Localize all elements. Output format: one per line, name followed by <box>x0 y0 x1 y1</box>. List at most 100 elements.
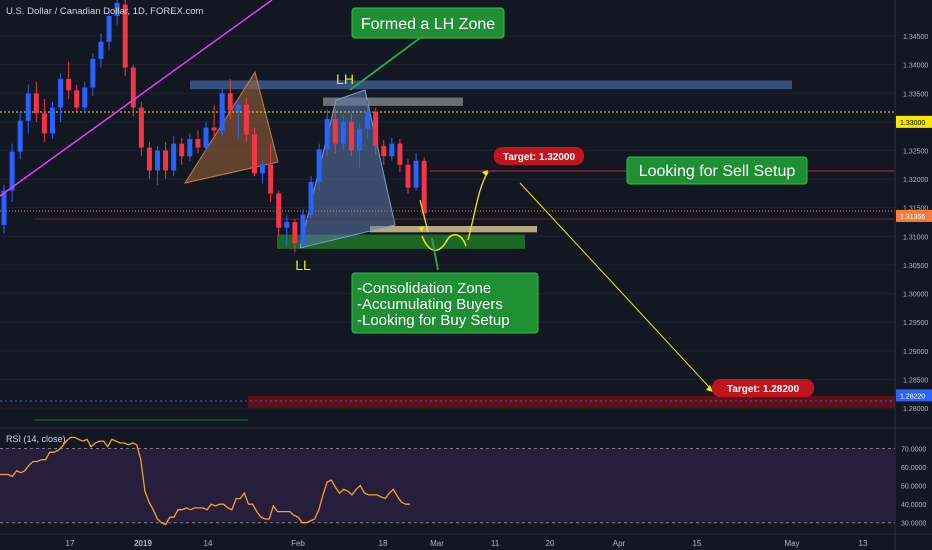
projection-arrowhead-up <box>482 170 488 176</box>
candle-body <box>316 149 322 182</box>
callout-line-consolidation <box>431 237 439 271</box>
rsi-title: RSI (14, close) <box>6 434 66 444</box>
candle-body <box>219 93 225 131</box>
blue-dotted-level-text: 1.28220 <box>900 393 925 400</box>
formed-lh-box <box>351 7 505 39</box>
target-lower-badge <box>712 379 814 397</box>
candle-body <box>171 143 177 171</box>
candle-body <box>195 139 201 148</box>
price-tick-label: 1.32000 <box>903 177 928 184</box>
time-tick-label: Apr <box>613 539 626 548</box>
candle-body <box>357 128 363 151</box>
time-tick-label: May <box>784 539 799 548</box>
time-tick-label: 13 <box>859 539 868 548</box>
rsi-line <box>0 436 410 526</box>
candle-body <box>227 93 233 111</box>
candle-body <box>187 139 193 157</box>
price-tick-label: 1.30500 <box>903 263 928 270</box>
projection-arrow-down <box>419 199 429 233</box>
lower-red-zone <box>248 395 895 408</box>
projection-arrowhead <box>418 226 424 232</box>
candle-body <box>163 150 169 171</box>
candle-body <box>381 145 387 157</box>
candle-body <box>203 127 209 148</box>
rsi-tick-label: 50.0000 <box>901 484 926 491</box>
symbol-title: U.S. Dollar / Canadian Dollar, 1D, FOREX… <box>6 6 204 17</box>
trendline <box>0 0 273 197</box>
candlesticks <box>1 0 427 253</box>
candle-body <box>268 164 274 194</box>
candle-body <box>332 119 338 144</box>
candle-body <box>348 121 354 151</box>
candle-body <box>300 214 306 244</box>
price-tick-label: 1.32500 <box>903 148 928 155</box>
candle-body <box>130 67 136 108</box>
projection-drawings <box>349 37 713 392</box>
yellow-dotted-level-text: 1.33000 <box>900 120 925 127</box>
candle-body <box>413 160 419 188</box>
price-tick-label: 1.28500 <box>903 377 928 384</box>
candle-body <box>90 58 96 88</box>
candle-body <box>49 107 55 134</box>
blue-dotted-level-badge <box>896 389 932 402</box>
yellow-dotted-level-badge <box>896 115 932 128</box>
candle-body <box>146 147 152 171</box>
projection-line-down <box>519 182 711 389</box>
rsi-tick-label: 40.0000 <box>901 502 926 509</box>
time-tick-label: 15 <box>693 539 702 548</box>
sell-setup-box <box>626 156 808 185</box>
time-tick-label: Mar <box>430 539 444 548</box>
time-axis-ticks: 17 2019 14 Feb 18 Mar 11 20 Apr 15 May 13 <box>66 539 868 548</box>
sell-setup-text: Looking for Sell Setup <box>639 163 796 180</box>
candle-body <box>284 222 290 228</box>
candle-body <box>397 143 403 165</box>
candle-body <box>25 93 31 121</box>
price-tick-label: 1.34000 <box>903 63 928 70</box>
time-tick-label: 14 <box>204 539 213 548</box>
time-tick-label: 20 <box>546 539 555 548</box>
candle-body <box>1 190 7 225</box>
lh-zone <box>323 97 463 106</box>
price-tick-label: 1.29500 <box>903 320 928 327</box>
candle-body <box>276 193 282 228</box>
candle-body <box>41 113 47 134</box>
consolidation-line-2: -Accumulating Buyers <box>357 296 503 313</box>
price-tick-label: 1.34500 <box>903 34 928 41</box>
candle-body <box>373 111 379 146</box>
target-upper-badge <box>494 147 584 165</box>
candle-body <box>389 143 395 157</box>
candle-body <box>179 143 185 157</box>
candle-body <box>33 93 39 114</box>
formed-lh-text: Formed a LH Zone <box>361 16 495 33</box>
consolidation-zone-light <box>370 226 537 233</box>
ll-label: LL <box>295 257 311 273</box>
candle-body <box>98 41 104 59</box>
rsi-tick-label: 60.0000 <box>901 465 926 472</box>
consolidation-wave <box>421 234 467 251</box>
candle-body <box>9 151 15 191</box>
harmonic-pattern-right <box>299 89 396 249</box>
price-tick-label: 1.30000 <box>903 292 928 299</box>
candle-body <box>138 107 144 148</box>
price-tick-label: 1.33500 <box>903 91 928 98</box>
rsi-pane: 70.0000 60.0000 50.0000 40.0000 30.0000 <box>0 436 926 528</box>
candle-body <box>122 4 128 68</box>
projection-arrowhead-down <box>706 385 713 392</box>
rsi-tick-label: 70.0000 <box>901 447 926 454</box>
price-tick-label: 1.31500 <box>903 206 928 213</box>
callout-line-lh <box>349 37 421 91</box>
target-upper-text: Target: 1.32000 <box>503 152 576 163</box>
projection-arrow-up <box>467 171 489 241</box>
candle-body <box>292 222 298 244</box>
candle-body <box>106 16 112 42</box>
candle-body <box>74 90 80 108</box>
consolidation-line-1: -Consolidation Zone <box>357 280 491 297</box>
candle-body <box>260 164 266 174</box>
lh-zone-long <box>190 80 792 90</box>
time-tick-label: 17 <box>66 539 75 548</box>
candle-body <box>17 120 23 152</box>
candle-body <box>308 181 314 215</box>
candle-body <box>324 119 330 150</box>
price-axis-ticks: 1.34500 1.34000 1.33500 1.33000 1.32500 1.320… <box>903 34 928 413</box>
